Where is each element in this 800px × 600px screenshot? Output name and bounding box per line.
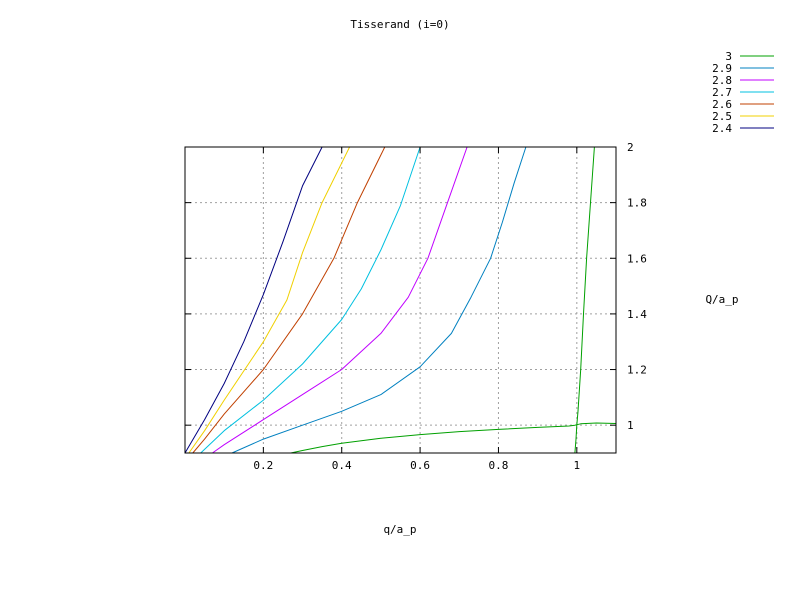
series-line-2.7 bbox=[200, 146, 421, 454]
legend-label: 2.4 bbox=[712, 122, 732, 135]
y-tick-label: 1.2 bbox=[627, 364, 647, 377]
series-line-2.9 bbox=[231, 146, 527, 454]
x-tick-label: 0.4 bbox=[332, 459, 352, 472]
legend-label: 3 bbox=[725, 50, 732, 63]
series-line-2.8 bbox=[212, 146, 468, 454]
chart-title: Tisserand (i=0) bbox=[350, 18, 449, 31]
x-tick-label: 0.8 bbox=[489, 459, 509, 472]
y-axis-label: Q/a_p bbox=[705, 293, 738, 306]
legend-label: 2.5 bbox=[712, 110, 732, 123]
series-line-3 bbox=[290, 422, 617, 454]
x-tick-label: 0.2 bbox=[253, 459, 273, 472]
x-tick-label: 1 bbox=[574, 459, 581, 472]
x-tick-label: 0.6 bbox=[410, 459, 430, 472]
axis-ticks: 0.2 0.4 0.6 0.8 1 1 1.2 1.4 1.6 1.8 2 bbox=[185, 141, 647, 472]
y-tick-label: 1.8 bbox=[627, 197, 647, 210]
y-tick-label: 1.4 bbox=[627, 308, 647, 321]
grid-lines bbox=[185, 146, 616, 453]
series-lines bbox=[184, 146, 617, 454]
x-axis-label: q/a_p bbox=[383, 523, 416, 536]
series-line-2.4 bbox=[184, 146, 323, 454]
series-line-2.6 bbox=[192, 146, 386, 454]
legend-label: 2.6 bbox=[712, 98, 732, 111]
legend: 32.92.82.72.62.52.4 bbox=[712, 50, 774, 135]
y-tick-label: 2 bbox=[627, 141, 634, 154]
y-tick-label: 1 bbox=[627, 419, 634, 432]
y-tick-label: 1.6 bbox=[627, 252, 647, 265]
plot-frame bbox=[184, 146, 617, 454]
legend-label: 2.9 bbox=[712, 62, 732, 75]
series-line-3 bbox=[574, 146, 595, 454]
legend-label: 2.8 bbox=[712, 74, 732, 87]
series-line-2.5 bbox=[188, 146, 351, 454]
legend-label: 2.7 bbox=[712, 86, 732, 99]
